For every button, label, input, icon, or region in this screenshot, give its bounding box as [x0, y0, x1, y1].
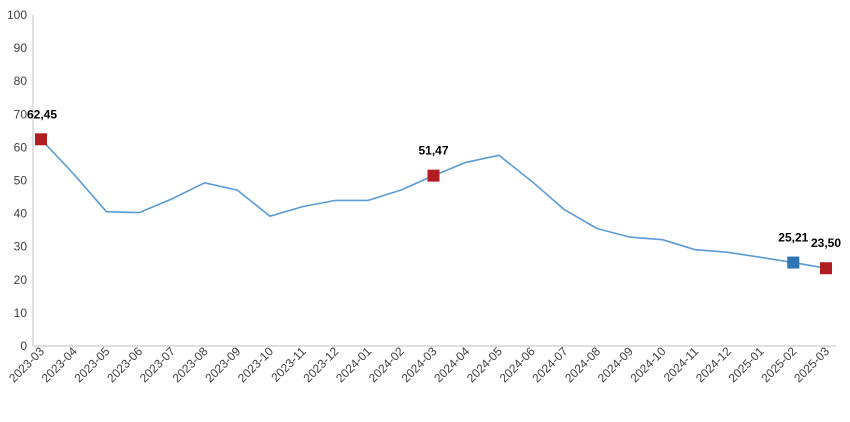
x-tick-label: 2023-10 — [235, 344, 276, 385]
data-point-marker — [820, 262, 832, 275]
series-line — [40, 138, 827, 269]
data-point-marker — [35, 133, 47, 146]
y-tick-label: 0 — [20, 339, 27, 353]
x-tick-label: 2025-03 — [791, 344, 832, 385]
y-tick-label: 10 — [14, 306, 28, 320]
marker-layer: 62,45 51,47 25,21 23,50 — [27, 107, 841, 275]
y-tick-label: 20 — [14, 273, 28, 287]
data-point-marker — [427, 169, 440, 182]
x-tick-label: 2024-10 — [628, 344, 669, 385]
data-label: 25,21 — [778, 231, 808, 245]
y-tick-label: 60 — [14, 140, 28, 154]
x-axis: 2023-032023-042023-052023-062023-072023-… — [6, 344, 836, 385]
data-label: 51,47 — [418, 144, 448, 158]
data-point-marker — [787, 256, 800, 269]
y-tick-label: 80 — [14, 74, 28, 88]
data-label: 23,50 — [811, 236, 841, 250]
y-tick-label: 50 — [14, 174, 28, 188]
y-tick-label: 30 — [14, 240, 28, 254]
series-layer — [40, 138, 827, 269]
y-tick-label: 100 — [7, 8, 27, 22]
y-tick-label: 90 — [14, 41, 28, 55]
data-label: 62,45 — [27, 107, 57, 121]
y-tick-label: 40 — [14, 207, 28, 221]
y-axis: 0 10 20 30 40 50 60 70 80 90 100 — [7, 8, 34, 353]
y-tick-label: 70 — [14, 107, 28, 121]
